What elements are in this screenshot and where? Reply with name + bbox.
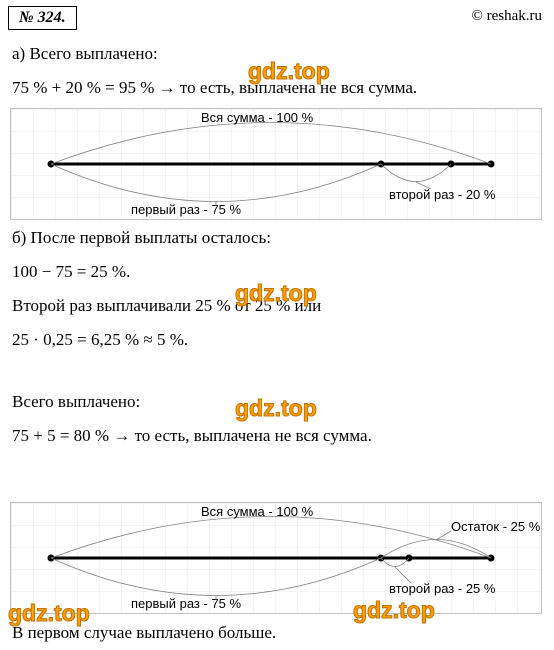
d1-arc-second	[381, 164, 451, 182]
d1-label-top: Вся сумма - 100 %	[201, 110, 314, 125]
d2-label-second: второй раз - 25 %	[389, 581, 496, 596]
d1-arc-top	[51, 123, 491, 165]
diagram-2-svg: Вся сумма - 100 % Остаток - 25 % первый …	[11, 503, 541, 613]
d2-label-top: Вся сумма - 100 %	[201, 504, 314, 519]
watermark: gdz.top	[235, 395, 317, 422]
problem-number: № 324.	[8, 6, 77, 30]
d1-label-second: второй раз - 20 %	[389, 187, 496, 202]
d2-label-first: первый раз - 75 %	[131, 596, 242, 611]
part-a-heading: а) Всего выплачено:	[12, 44, 158, 64]
conclusion: В первом случае выплачено больше.	[12, 623, 276, 643]
diagram-2: Вся сумма - 100 % Остаток - 25 % первый …	[10, 502, 542, 614]
d2-arc-remainder	[381, 540, 491, 559]
diagram-1-svg: Вся сумма - 100 % первый раз - 75 % втор…	[11, 109, 541, 219]
part-b-line3: Второй раз выплачивали 25 % от 25 % или	[12, 296, 321, 316]
part-a-equation: 75 % + 20 % = 95 % → то есть, выплачена …	[12, 78, 417, 98]
d2-label-remainder: Остаток - 25 %	[451, 519, 541, 534]
part-b-line1: б) После первой выплаты осталось:	[12, 228, 271, 248]
diagram-1: Вся сумма - 100 % первый раз - 75 % втор…	[10, 108, 542, 220]
d1-arc-first	[51, 164, 381, 202]
d2-arc-top	[51, 517, 491, 559]
d2-leader-1	[436, 531, 451, 540]
d1-label-first: первый раз - 75 %	[131, 202, 242, 217]
copyright: © reshak.ru	[471, 8, 542, 25]
part-b-line2: 100 − 75 = 25 %.	[12, 262, 130, 282]
part-b-line4: 25 · 0,25 = 6,25 % ≈ 5 %.	[12, 330, 188, 350]
part-b-line5: Всего выплачено:	[12, 392, 140, 412]
part-b-line6: 75 + 5 = 80 % → то есть, выплачена не вс…	[12, 426, 542, 446]
d2-arc-first	[51, 558, 381, 596]
